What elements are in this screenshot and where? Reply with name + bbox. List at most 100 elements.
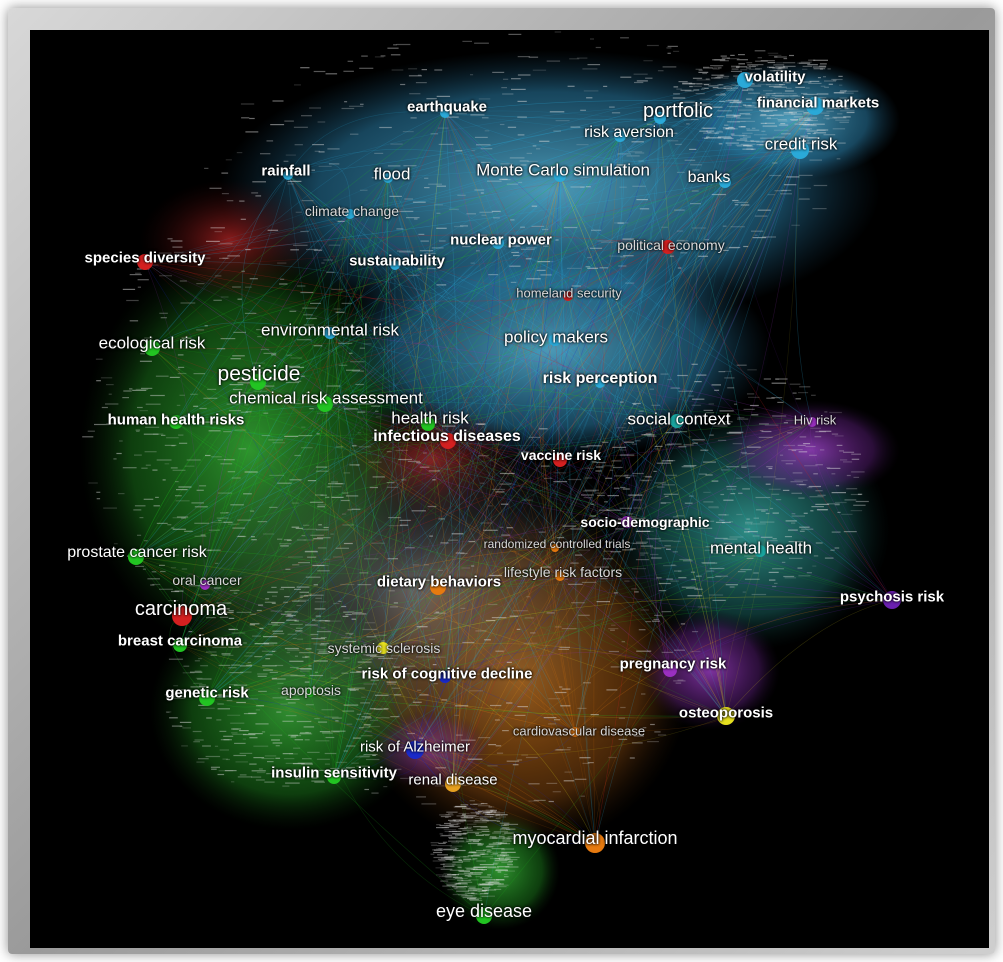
- micro-label: [723, 499, 734, 501]
- micro-label: [357, 584, 372, 586]
- micro-label: [402, 131, 414, 133]
- edge: [287, 104, 816, 176]
- micro-label: [343, 704, 359, 706]
- micro-label: [440, 863, 445, 865]
- micro-label: [289, 660, 304, 662]
- micro-label: [468, 873, 482, 875]
- micro-label: [501, 833, 506, 835]
- micro-label: [141, 467, 148, 469]
- micro-label: [343, 70, 354, 72]
- micro-label: [162, 415, 168, 417]
- micro-label: [747, 393, 755, 395]
- micro-label: [780, 193, 792, 195]
- micro-label: [310, 633, 319, 636]
- micro-label: [499, 178, 508, 180]
- micro-label: [313, 345, 323, 347]
- micro-label: [800, 135, 809, 137]
- micro-label: [194, 522, 210, 524]
- micro-label: [229, 410, 241, 412]
- micro-label: [691, 578, 697, 580]
- micro-label: [467, 888, 483, 890]
- micro-label: [194, 506, 208, 508]
- micro-label: [839, 450, 844, 452]
- micro-label: [471, 150, 476, 152]
- micro-label: [595, 46, 601, 49]
- micro-label: [815, 431, 826, 433]
- micro-label: [430, 853, 435, 855]
- micro-label: [742, 488, 750, 490]
- micro-label: [482, 879, 496, 881]
- micro-label: [417, 689, 422, 691]
- node-rct: [551, 544, 559, 552]
- micro-label: [647, 530, 654, 532]
- edge: [414, 423, 429, 751]
- micro-label: [445, 882, 459, 884]
- micro-label: [299, 596, 303, 598]
- micro-label: [390, 54, 401, 56]
- micro-label: [834, 101, 848, 103]
- micro-label: [208, 529, 220, 531]
- edge: [179, 175, 561, 646]
- edge: [333, 177, 389, 778]
- micro-label: [686, 123, 690, 125]
- micro-label: [762, 125, 778, 127]
- micro-label: [178, 486, 192, 488]
- micro-label: [506, 183, 519, 185]
- micro-label: [507, 864, 513, 866]
- micro-label: [718, 143, 723, 145]
- micro-label: [517, 100, 527, 102]
- micro-label: [291, 502, 299, 504]
- micro-label: [709, 106, 723, 108]
- micro-label: [798, 451, 808, 453]
- micro-label: [741, 465, 756, 467]
- micro-label: [839, 97, 848, 99]
- micro-label: [245, 411, 252, 413]
- edge: [329, 332, 446, 678]
- micro-label: [748, 92, 761, 94]
- edge: [151, 347, 671, 671]
- micro-label: [599, 267, 609, 269]
- micro-label: [164, 444, 177, 446]
- micro-label: [510, 281, 517, 283]
- micro-label: [764, 143, 771, 145]
- micro-label: [670, 580, 679, 582]
- micro-label: [723, 538, 738, 540]
- micro-label: [548, 698, 561, 700]
- micro-label: [450, 858, 462, 860]
- micro-label: [785, 520, 797, 522]
- label-nuclear-power: nuclear power: [450, 231, 552, 249]
- edge: [151, 347, 576, 733]
- image-frame: volatility financial markets portfolic eart…: [8, 8, 995, 954]
- edge: [444, 112, 801, 151]
- micro-label: [460, 804, 469, 806]
- micro-label: [731, 66, 737, 68]
- micro-label: [829, 411, 842, 414]
- micro-label: [368, 461, 382, 463]
- micro-label: [363, 683, 377, 685]
- micro-label: [492, 862, 500, 864]
- micro-label: [313, 70, 326, 73]
- micro-label: [300, 670, 310, 672]
- micro-label: [447, 889, 454, 891]
- micro-label: [706, 130, 715, 132]
- micro-label: [207, 388, 217, 390]
- micro-label: [645, 476, 652, 478]
- micro-label: [476, 673, 483, 675]
- micro-label: [269, 474, 284, 476]
- micro-label: [821, 99, 828, 102]
- micro-label: [740, 451, 747, 454]
- micro-label: [768, 548, 783, 550]
- edge: [309, 149, 801, 693]
- micro-label: [455, 883, 461, 885]
- micro-label: [813, 68, 826, 70]
- micro-label: [693, 89, 700, 91]
- micro-label: [100, 377, 113, 379]
- micro-label: [787, 432, 793, 434]
- label-lifestyle-risk-factors: lifestyle risk factors: [503, 564, 623, 580]
- edge: [324, 403, 628, 523]
- micro-label: [781, 460, 796, 462]
- micro-label: [494, 860, 508, 862]
- edge: [144, 234, 669, 263]
- edge: [382, 521, 628, 649]
- edge: [444, 112, 678, 422]
